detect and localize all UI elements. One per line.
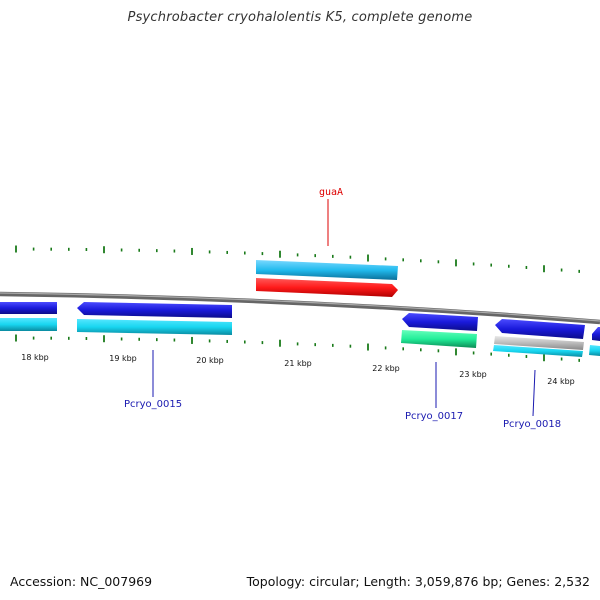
gene-feature-right-edge[interactable]	[589, 345, 600, 356]
gene-feature-guaA-gene[interactable]	[256, 260, 398, 280]
genome-backbone-highlight	[0, 292, 600, 322]
scale-label-19kbp: 19 kbp	[109, 354, 137, 363]
scale-label-20kbp: 20 kbp	[196, 356, 224, 365]
genome-backbone	[0, 291, 600, 325]
gene-label-pcryo-0018[interactable]: Pcryo_0018	[503, 419, 561, 430]
cds-feature-pcryo-0015[interactable]	[77, 302, 232, 318]
cds-feature-pcryo-0017[interactable]	[402, 313, 478, 331]
cds-feature-guaA[interactable]	[256, 278, 398, 297]
inner-tick-row	[15, 334, 581, 362]
outer-tick-row	[15, 245, 581, 273]
genome-summary-text: Topology: circular; Length: 3,059,876 bp…	[246, 574, 590, 589]
cds-feature-left-edge[interactable]	[0, 302, 57, 314]
gene-label-guaA[interactable]: guaA	[319, 187, 343, 198]
scale-label-18kbp: 18 kbp	[21, 353, 49, 362]
cds-feature-right-edge[interactable]	[592, 327, 600, 341]
scale-label-21kbp: 21 kbp	[284, 359, 312, 368]
scale-label-24kbp: 24 kbp	[547, 377, 575, 386]
pseudo-feature-pcryo-0018[interactable]	[494, 336, 584, 350]
gene-feature-pcryo-0015[interactable]	[77, 319, 232, 335]
gene-feature-pcryo-0018[interactable]	[493, 345, 583, 357]
gene-feature-left-edge[interactable]	[0, 318, 57, 331]
accession-text: Accession: NC_007969	[10, 574, 153, 589]
scale-label-23kbp: 23 kbp	[459, 370, 487, 379]
pcryo-0018-pointer	[532, 369, 536, 417]
cds-feature-pcryo-0018[interactable]	[495, 319, 585, 339]
gene-label-pcryo-0017[interactable]: Pcryo_0017	[405, 411, 463, 422]
scale-label-22kbp: 22 kbp	[372, 364, 400, 373]
gene-label-pcryo-0015[interactable]: Pcryo_0015	[124, 399, 182, 410]
rna-feature-pcryo-0017[interactable]	[401, 330, 477, 348]
map-title: Psychrobacter cryohalolentis K5, complet…	[127, 10, 473, 25]
scale-labels: 18 kbp 19 kbp 20 kbp 21 kbp 22 kbp 23 kb…	[21, 353, 575, 386]
